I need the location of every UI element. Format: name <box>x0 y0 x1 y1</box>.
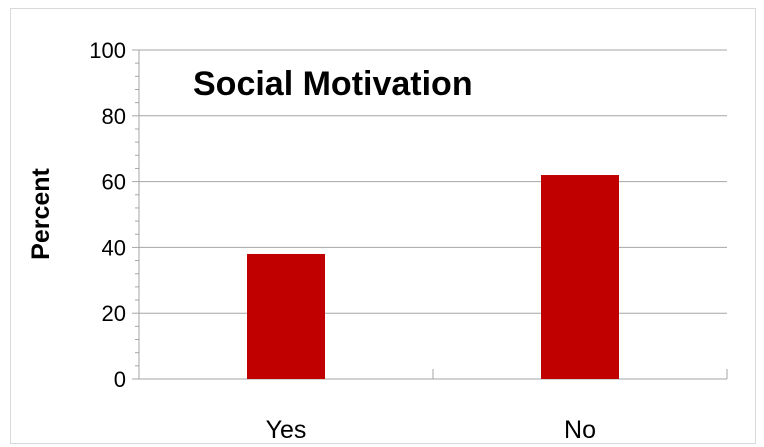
y-tick-label-100: 100 <box>89 38 126 63</box>
y-tick-labels: 0 20 40 60 80 100 <box>89 38 126 392</box>
chart-frame <box>10 8 756 444</box>
y-tick-label-80: 80 <box>102 104 126 129</box>
x-category-label-yes: Yes <box>266 416 307 444</box>
y-axis-title: Percent <box>27 167 55 259</box>
y-tick-label-60: 60 <box>102 170 126 195</box>
y-tick-label-0: 0 <box>114 367 126 392</box>
bars <box>247 175 619 379</box>
x-category-labels: Yes No <box>266 416 596 444</box>
bar-no <box>541 175 619 379</box>
gridlines <box>139 49 727 314</box>
x-category-label-no: No <box>564 416 596 444</box>
y-tick-label-20: 20 <box>102 301 126 326</box>
y-tick-label-40: 40 <box>102 235 126 260</box>
axes <box>132 49 728 380</box>
chart-title: Social Motivation <box>193 65 473 103</box>
bar-yes <box>247 253 325 379</box>
